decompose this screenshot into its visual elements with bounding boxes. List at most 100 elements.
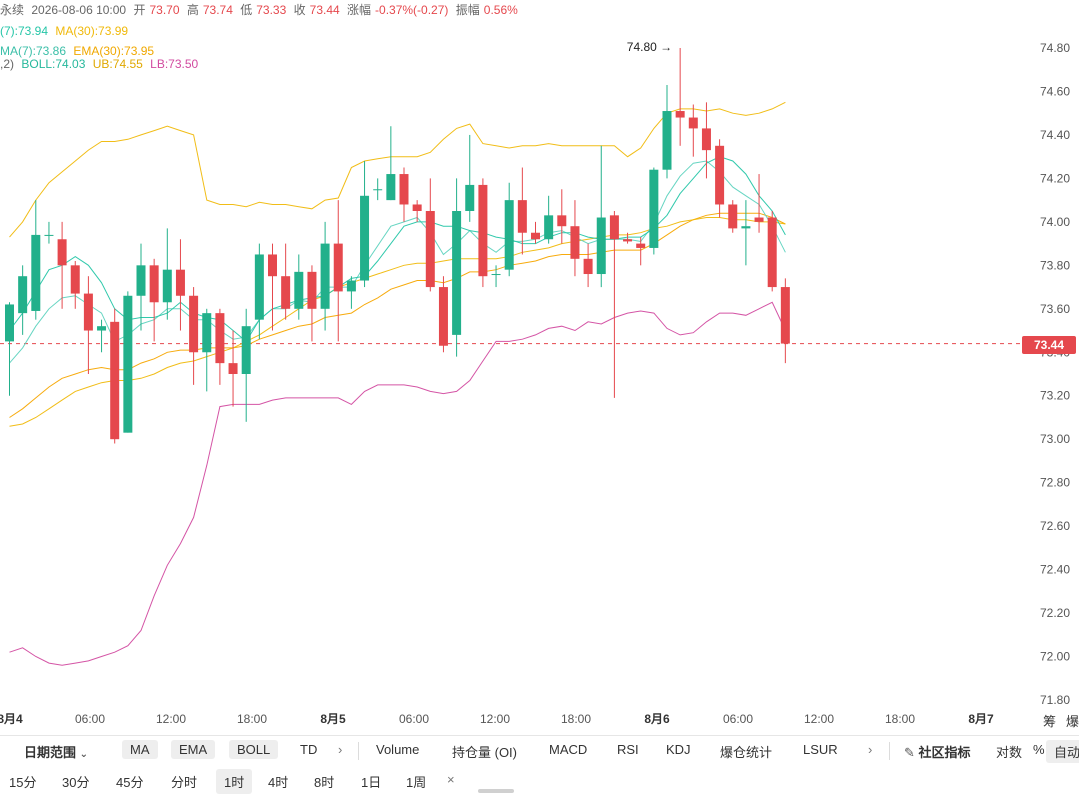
date-range-button[interactable]: 日期范围 ⌄ <box>24 742 88 761</box>
candle-body <box>412 204 422 211</box>
interval-45m[interactable]: 45分 <box>116 775 144 790</box>
price-tick-label: 73.00 <box>1040 432 1070 446</box>
toolbar-divider <box>889 742 890 760</box>
candle <box>570 200 580 277</box>
candle <box>531 221 540 244</box>
candle-body <box>465 184 475 211</box>
candle-body <box>268 254 277 277</box>
candle <box>268 243 277 331</box>
interval-1d[interactable]: 1日 <box>361 775 382 790</box>
candle <box>123 291 133 433</box>
interval-4h[interactable]: 4时 <box>268 775 289 790</box>
candle-body <box>780 287 790 344</box>
macd-toggle[interactable]: MACD <box>549 742 588 757</box>
candle-body <box>83 293 93 331</box>
price-tick-label: 74.40 <box>1040 128 1070 142</box>
candle-body <box>517 200 527 233</box>
candle <box>767 211 777 292</box>
community-indicators-button[interactable]: ✎ 社区指标 <box>904 742 971 761</box>
candle <box>110 308 120 444</box>
amplitude-label: 振幅 <box>455 3 480 17</box>
time-tick-label: 12:00 <box>480 712 510 726</box>
close-label: 收 <box>293 3 306 17</box>
td-toggle[interactable]: TD <box>300 742 318 757</box>
candle-body <box>478 184 488 277</box>
close-icon[interactable]: × <box>447 772 455 787</box>
price-tick-label: 72.20 <box>1040 606 1070 620</box>
candle <box>557 189 567 244</box>
price-tick-label: 72.40 <box>1040 563 1070 577</box>
main-indicators-more-icon[interactable]: › <box>338 742 343 757</box>
time-tick-label: 18:00 <box>885 712 915 726</box>
candle-body <box>715 145 725 205</box>
liquidation-toggle[interactable]: 爆仓统计 <box>720 745 773 760</box>
candle-body <box>360 195 370 281</box>
time-tick-label: 06:00 <box>399 712 429 726</box>
date-range-label: 日期范围 <box>24 745 77 760</box>
candle-body <box>570 226 580 259</box>
candles <box>5 48 790 444</box>
candle-body <box>31 234 41 311</box>
percent-scale-toggle[interactable]: % <box>1033 742 1045 757</box>
candle-body <box>531 232 540 240</box>
candle <box>320 221 330 331</box>
interval-8h[interactable]: 8时 <box>314 775 335 790</box>
interval-1h[interactable]: 1时 <box>216 769 253 794</box>
candle <box>307 265 317 342</box>
time-tick-label: 8月6 <box>644 712 670 726</box>
open-label: 开 <box>133 3 146 17</box>
candle-body <box>123 295 133 433</box>
lsur-toggle[interactable]: LSUR <box>803 742 838 757</box>
candle <box>175 239 185 331</box>
candle <box>425 178 435 292</box>
candle <box>412 200 422 222</box>
candle <box>478 178 488 288</box>
boll-toggle[interactable]: BOLL <box>229 740 279 759</box>
oi-toggle[interactable]: 持仓量 (OI) <box>452 745 517 760</box>
ema-toggle[interactable]: EMA <box>171 740 216 759</box>
candle-body <box>215 313 225 364</box>
price-tick-label: 72.80 <box>1040 476 1070 490</box>
candle <box>162 228 172 320</box>
boll-legend: ,2) BOLL:74.03 UB:74.55 LB:73.50 <box>0 57 202 71</box>
candle-body <box>57 239 67 266</box>
interval-15m[interactable]: 15分 <box>9 775 37 790</box>
ema-legend: MA(7):73.86 EMA(30):73.95 <box>0 44 158 58</box>
time-axis: 8月4 06:00 12:00 18:00 8月5 06:00 12:00 18:00 8月6 0… <box>0 712 1079 730</box>
candle <box>715 139 725 218</box>
candle <box>517 167 527 255</box>
candle <box>202 308 212 392</box>
interval-toolbar: 15分 30分 45分 分时 1时 4时 8时 1日 1周 × <box>0 766 1079 794</box>
sub-indicators-more-icon[interactable]: › <box>868 742 873 757</box>
time-tick-label: 06:00 <box>75 712 105 726</box>
ma-toggle[interactable]: MA <box>122 740 158 759</box>
price-tick-label: 72.60 <box>1040 519 1070 533</box>
candle <box>754 174 764 233</box>
volume-toggle[interactable]: Volume <box>376 742 420 757</box>
candle <box>438 276 448 353</box>
candle <box>780 278 790 364</box>
candle <box>360 161 370 288</box>
price-tick-label: 73.20 <box>1040 389 1070 403</box>
time-tick-label: 06:00 <box>723 712 753 726</box>
interval-30m[interactable]: 30分 <box>62 775 90 790</box>
axis-side-label: 爆 <box>1066 715 1079 730</box>
candle-body <box>5 304 14 342</box>
kdj-toggle[interactable]: KDJ <box>666 742 691 757</box>
rsi-toggle[interactable]: RSI <box>617 742 639 757</box>
change-label: 涨幅 <box>347 3 372 17</box>
candle <box>281 243 291 320</box>
candlestick-chart[interactable]: 74.8074.6074.4074.2074.0073.8073.6073.40… <box>0 0 1079 735</box>
price-tick-label: 74.20 <box>1040 171 1070 185</box>
candle <box>452 178 462 357</box>
candle-body <box>609 215 619 240</box>
candle <box>136 243 146 331</box>
interval-timeshare[interactable]: 分时 <box>171 775 198 790</box>
scroll-handle[interactable] <box>478 789 514 793</box>
log-scale-toggle[interactable]: 对数 <box>996 745 1023 760</box>
auto-scale-toggle[interactable]: 自动 <box>1046 740 1079 763</box>
community-indicators-label: 社区指标 <box>918 745 971 760</box>
interval-1w[interactable]: 1周 <box>406 775 427 790</box>
time-tick-label: 12:00 <box>156 712 186 726</box>
candle <box>623 232 633 244</box>
